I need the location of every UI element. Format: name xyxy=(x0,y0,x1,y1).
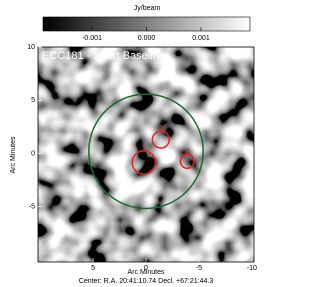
x-axis-label: Arc Minutes xyxy=(128,269,165,276)
circle-region xyxy=(179,153,195,170)
circle-region xyxy=(151,130,171,149)
y-tick-label: -5 xyxy=(29,203,35,210)
colorbar-tick-label: 0.001 xyxy=(192,35,210,42)
y-tick-label: 0 xyxy=(31,150,35,157)
y-tick-label: 5 xyxy=(31,97,35,104)
circle-label: 1 xyxy=(142,145,146,152)
colorbar-tick-label: 0.000 xyxy=(138,35,156,42)
x-tick-label: -5 xyxy=(196,265,202,272)
circle-label: 2 xyxy=(159,125,163,132)
sky-image xyxy=(38,47,254,262)
x-tick-label: 5 xyxy=(91,265,95,272)
colorbar-tick-label: -0.001 xyxy=(82,35,102,42)
chart: Jy/beam ECC181 - Short Baselines Arc Min… xyxy=(10,5,257,285)
footer: Center: R.A. 20:41:10.74 Decl. +67:21:44… xyxy=(79,278,214,285)
x-tick-label: 0 xyxy=(144,265,148,272)
y-axis-label: Arc Minutes xyxy=(10,136,17,173)
chart-title: ECC181 - Short Baselines xyxy=(42,50,171,62)
circle-label: 3 xyxy=(185,148,189,155)
x-tick-label: -10 xyxy=(247,265,257,272)
circle-region xyxy=(88,93,204,210)
colorbar-label: Jy/beam xyxy=(134,5,161,12)
circle-region xyxy=(131,150,157,175)
y-tick-label: 10 xyxy=(27,44,35,51)
